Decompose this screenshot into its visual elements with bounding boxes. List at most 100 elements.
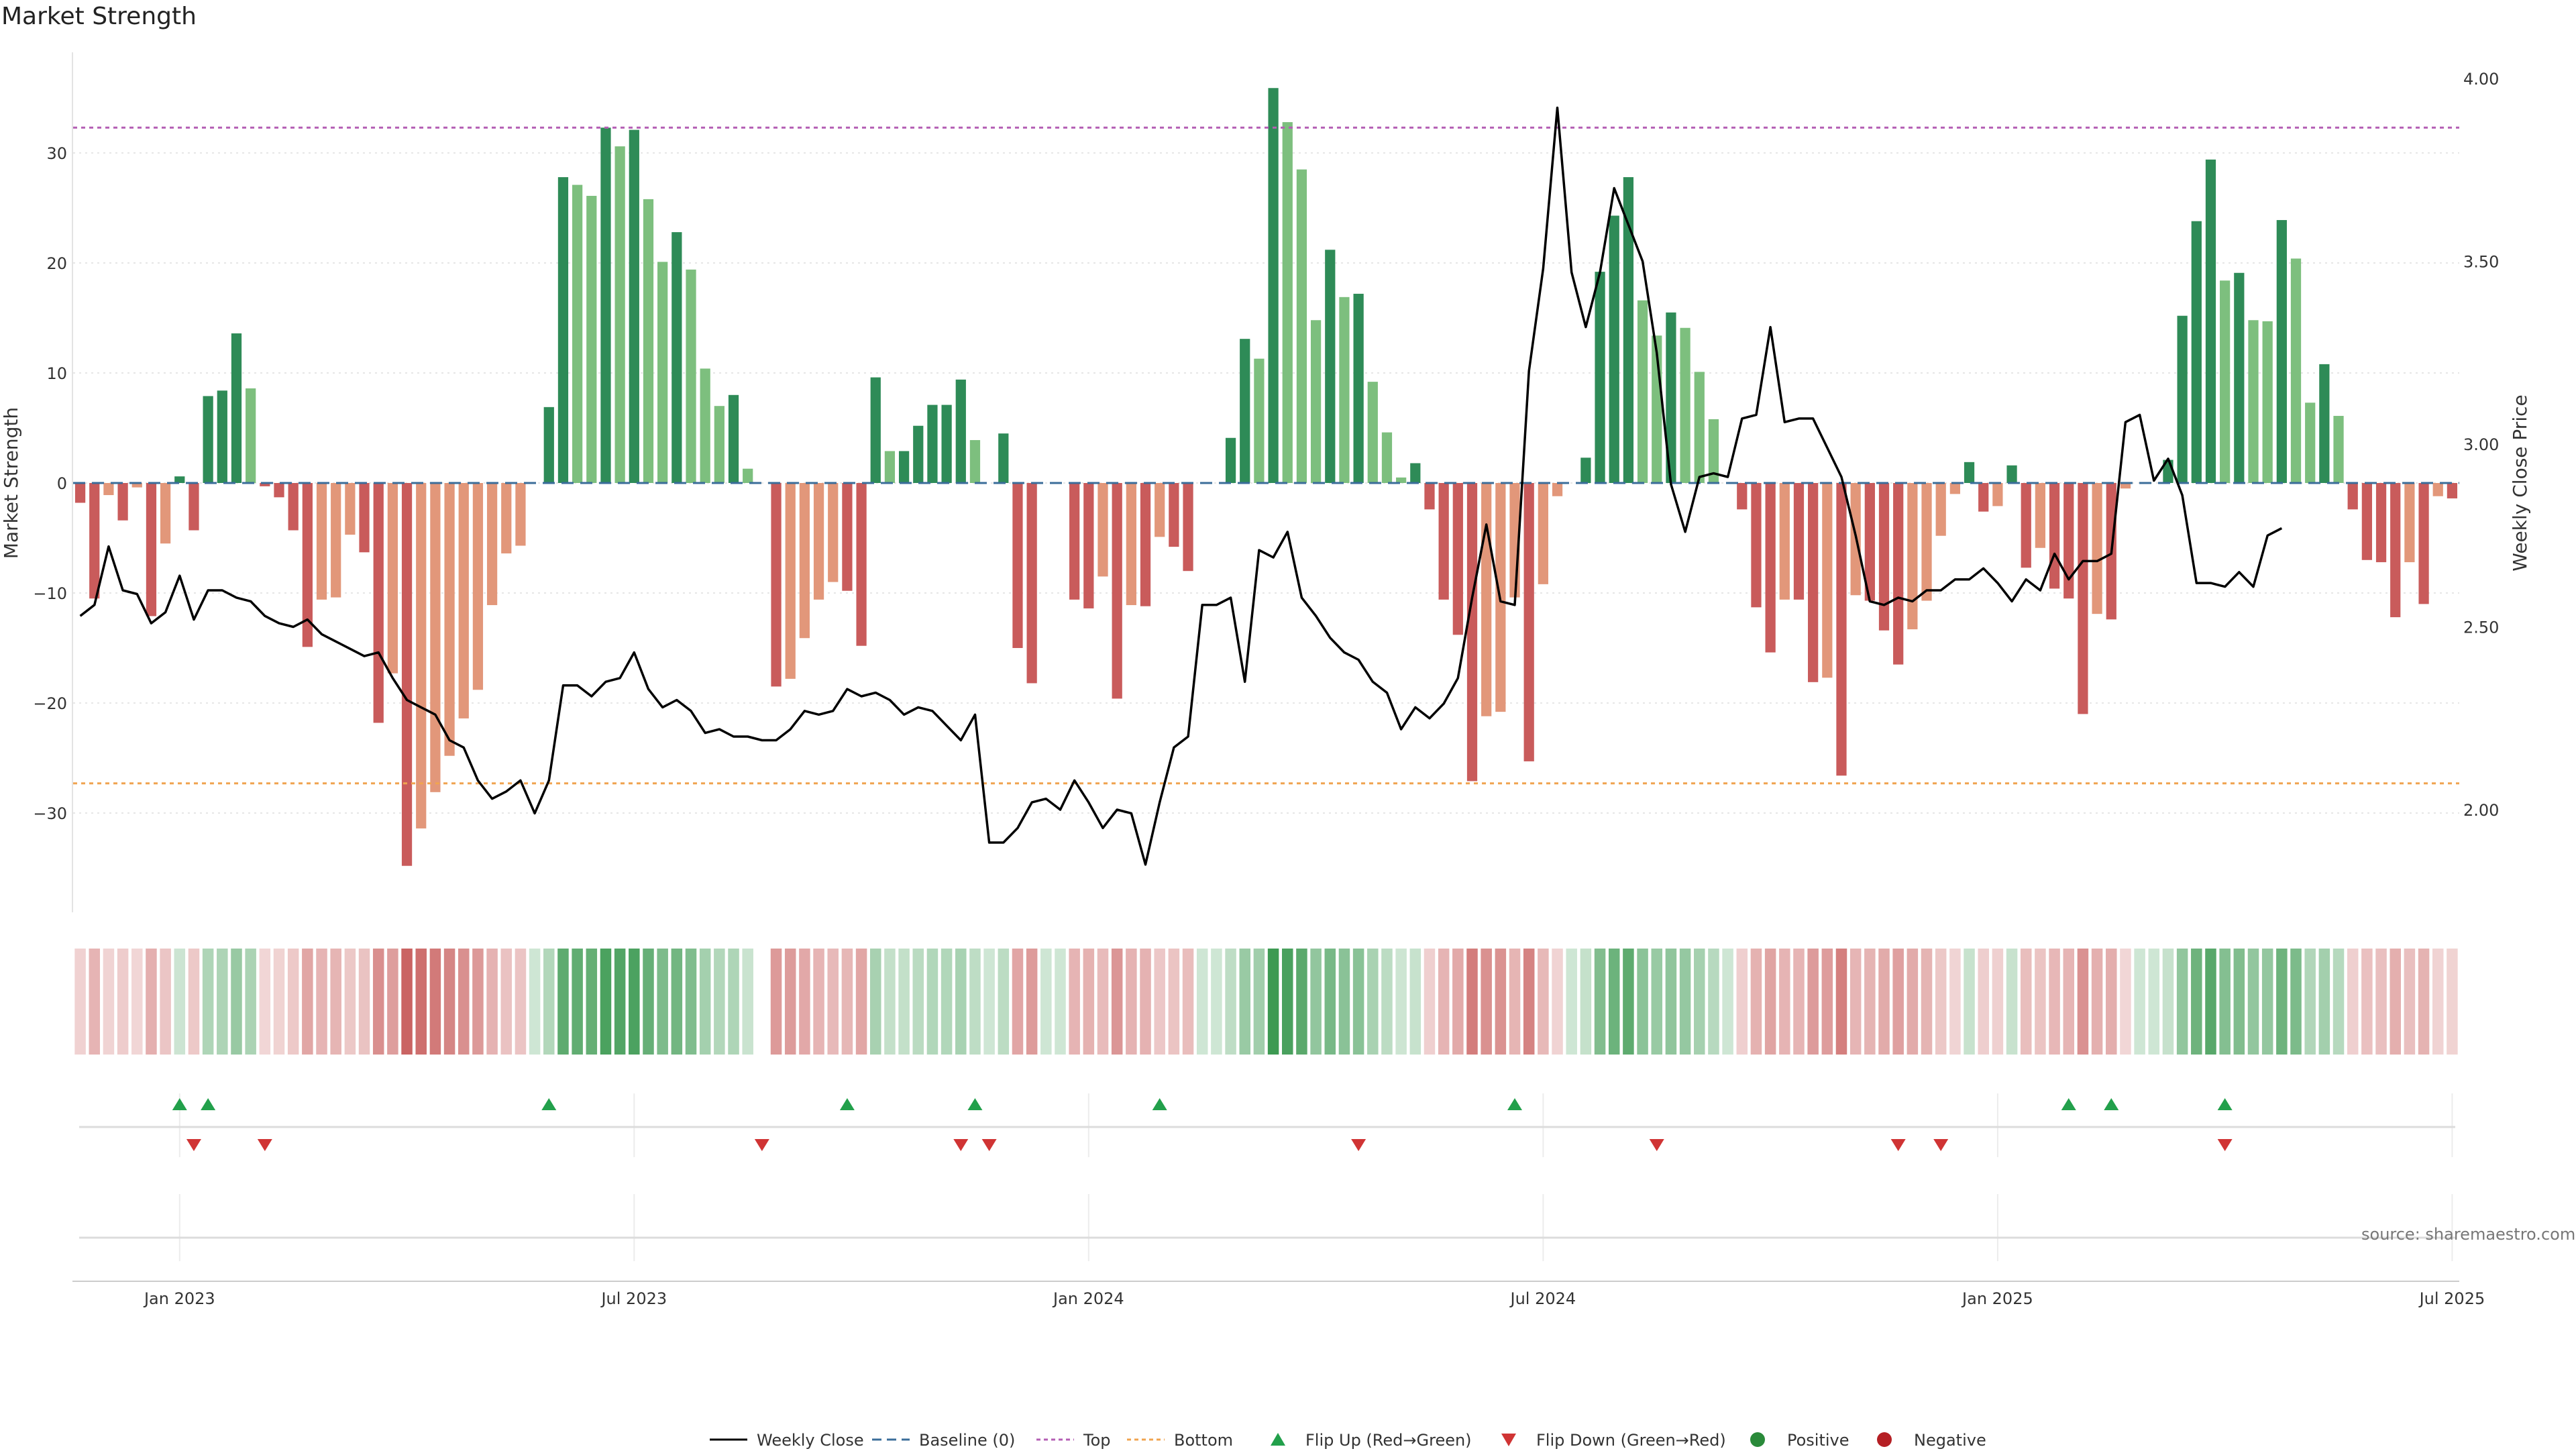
flip-up-marker (2104, 1098, 2119, 1110)
strip-cell (1736, 949, 1748, 1055)
strip-cell (372, 949, 384, 1055)
legend-positive-swatch (1750, 1432, 1765, 1447)
strip-cell (1466, 949, 1478, 1055)
strength-bar (927, 405, 938, 483)
strip-cell (1779, 949, 1790, 1055)
strength-bar (1296, 169, 1307, 483)
strength-bar (416, 483, 427, 828)
strip-cell (387, 949, 398, 1055)
strip-cell (1907, 949, 1919, 1055)
strength-bar (1864, 483, 1875, 601)
strip-cell (2361, 949, 2373, 1055)
strip-cell (1637, 949, 1648, 1055)
flip-down-marker (754, 1139, 769, 1151)
strength-bar (1481, 483, 1492, 716)
strip-cell (415, 949, 427, 1055)
flip-up-marker (1152, 1098, 1167, 1110)
strength-bar (1964, 462, 1975, 483)
strip-cell (1012, 949, 1024, 1055)
strip-cell (529, 949, 541, 1055)
strength-bar (2248, 320, 2259, 483)
y-left-tick-label: 30 (46, 144, 67, 163)
strip-cell (1481, 949, 1492, 1055)
strip-cell (2418, 949, 2430, 1055)
strength-bar (1637, 300, 1648, 483)
strip-cell (671, 949, 683, 1055)
strip-cell (1892, 949, 1904, 1055)
strength-bar (870, 377, 881, 483)
strength-bar (2447, 483, 2458, 498)
strip-cell (188, 949, 200, 1055)
flip-up-marker (172, 1098, 187, 1110)
strength-bar (2262, 321, 2273, 483)
strip-cell (217, 949, 228, 1055)
strength-bar (2092, 483, 2102, 614)
strength-bar (1595, 272, 1605, 483)
strength-bar (1452, 483, 1463, 635)
strength-bar (401, 483, 413, 866)
strip-cell (2447, 949, 2458, 1055)
strip-cell (1722, 949, 1733, 1055)
strip-cell (614, 949, 626, 1055)
strength-bar (486, 483, 498, 606)
strength-bar (203, 396, 213, 483)
strength-bar (1126, 483, 1136, 606)
strip-cell (912, 949, 924, 1055)
strength-bar (89, 483, 100, 599)
strength-bar (2191, 221, 2202, 483)
strength-bar (2375, 483, 2387, 563)
strength-bar (2049, 483, 2060, 589)
y-left-axis-title: Market Strength (0, 407, 22, 559)
strength-bar (543, 407, 554, 483)
strength-bar (1240, 339, 1250, 483)
strip-cell (202, 949, 214, 1055)
strength-bar (842, 483, 853, 591)
strength-bar (2305, 402, 2316, 483)
strip-cell (1679, 949, 1691, 1055)
y-right-tick-label: 3.00 (2463, 435, 2499, 454)
strength-bar (1310, 320, 1322, 483)
strength-bar (1921, 483, 1932, 601)
strip-cell (1552, 949, 1563, 1055)
strength-bar (1112, 483, 1122, 699)
strip-cell (1296, 949, 1307, 1055)
strip-cell (1566, 949, 1577, 1055)
strip-cell (2176, 949, 2188, 1055)
strength-bar (657, 262, 668, 483)
x-tick-label: Jul 2025 (2418, 1289, 2485, 1308)
strength-bar (1935, 483, 1946, 536)
strip-cell (841, 949, 853, 1055)
strength-bar (1140, 483, 1151, 606)
strip-cell (1651, 949, 1663, 1055)
strip-cell (1821, 949, 1833, 1055)
strip-cell (1083, 949, 1095, 1055)
strength-bar (913, 425, 924, 483)
strength-bar (2120, 483, 2131, 489)
strip-cell (486, 949, 498, 1055)
strength-bar (1580, 458, 1591, 483)
strip-cell (998, 949, 1010, 1055)
strength-bar (1609, 215, 1619, 483)
strength-bar (2177, 315, 2188, 483)
strength-bar (728, 394, 739, 483)
strip-cell (884, 949, 896, 1055)
strip-cell (160, 949, 171, 1055)
strip-cell (1055, 949, 1066, 1055)
strength-bar (2006, 465, 2017, 483)
legend-negative-swatch (1877, 1432, 1892, 1447)
strength-bar (1012, 483, 1023, 648)
strip-cell (1310, 949, 1322, 1055)
strip-cell (600, 949, 612, 1055)
strength-bar (2276, 220, 2287, 483)
strength-bar (1708, 419, 1719, 483)
strip-cell (1182, 949, 1194, 1055)
strength-bar (1183, 483, 1193, 572)
market-strength-chart: Market Strength Weekly Close Price −30 −2… (0, 52, 2531, 1308)
strip-cell (2332, 949, 2345, 1055)
strength-bar (1523, 483, 1534, 761)
strength-bar (1751, 483, 1762, 608)
strip-cell (1409, 949, 1421, 1055)
strength-bar (743, 468, 753, 483)
strength-bar (771, 483, 782, 687)
strength-bar (2347, 483, 2358, 510)
